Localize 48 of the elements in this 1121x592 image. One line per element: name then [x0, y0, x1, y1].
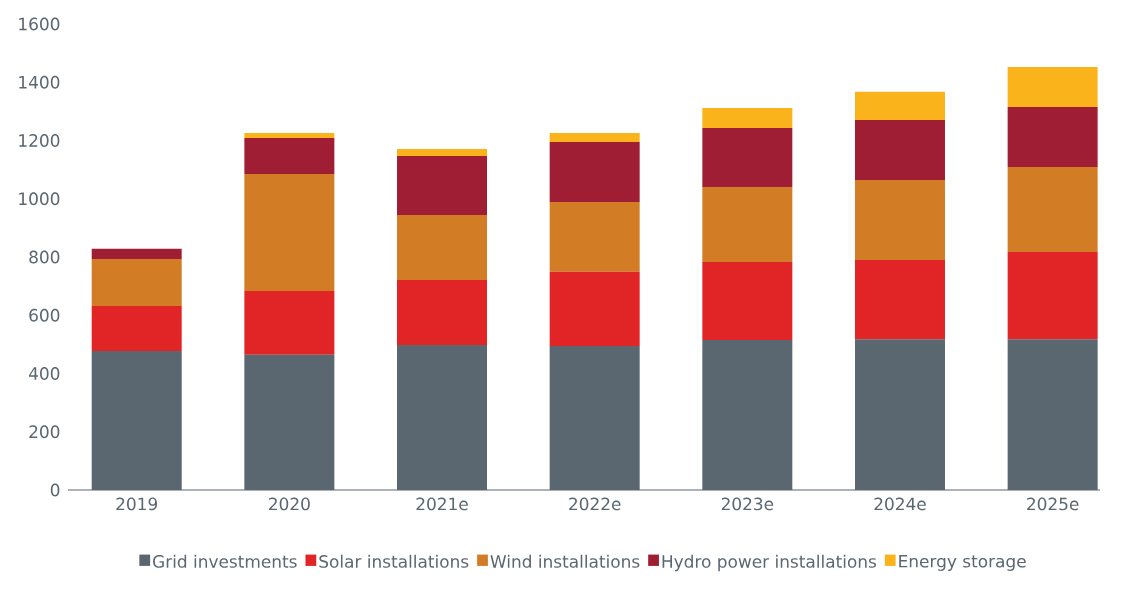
x-tick-label: 2021e	[416, 497, 468, 511]
legend-label: Energy storage	[899, 555, 1026, 571]
bar	[854, 180, 945, 260]
bar	[702, 187, 793, 262]
x-tick-label: 2020	[269, 497, 310, 511]
bar	[702, 107, 793, 128]
y-tick-label: 400	[28, 367, 60, 380]
y-tick-label: 200	[29, 425, 60, 439]
bar	[854, 120, 945, 181]
bar	[244, 137, 335, 174]
x-tick-label: 2024e	[874, 497, 926, 511]
bar	[549, 132, 640, 142]
y-tick-label: 800	[29, 250, 60, 264]
x-tick-label: 2022e	[569, 497, 621, 511]
y-tick-label: 1000	[19, 192, 60, 206]
legend-label: Grid investments	[153, 554, 297, 568]
x-tick-label: 2023e	[721, 497, 774, 511]
bar	[91, 305, 182, 352]
bar	[549, 141, 640, 202]
bar	[1007, 67, 1098, 107]
bar	[244, 291, 335, 355]
bar	[549, 271, 640, 347]
bar	[397, 148, 488, 156]
legend-label: Hydro power installations	[662, 554, 877, 572]
bar	[244, 173, 335, 292]
bar	[91, 259, 182, 306]
x-tick-label: 2025e	[1027, 497, 1079, 511]
legend-label: Solar installations	[319, 554, 469, 568]
y-tick-label: 1200	[19, 134, 60, 147]
bar	[244, 132, 335, 138]
bar	[397, 215, 488, 280]
y-tick-label: 0	[50, 483, 60, 497]
bar	[854, 91, 945, 121]
y-tick-label: 600	[29, 308, 60, 322]
bar	[397, 155, 488, 216]
bar	[1007, 252, 1098, 340]
legend-label: Wind installations	[490, 554, 640, 568]
bar	[1007, 107, 1098, 167]
bar	[702, 261, 793, 340]
bar	[397, 280, 488, 345]
y-tick-label: 1600	[19, 17, 60, 31]
bar	[91, 248, 182, 260]
bar	[702, 127, 793, 188]
y-tick-label: 1400	[19, 75, 60, 89]
bar	[1007, 167, 1098, 253]
bar	[549, 201, 640, 272]
bar	[854, 259, 945, 340]
x-tick-label: 2019	[116, 497, 158, 511]
